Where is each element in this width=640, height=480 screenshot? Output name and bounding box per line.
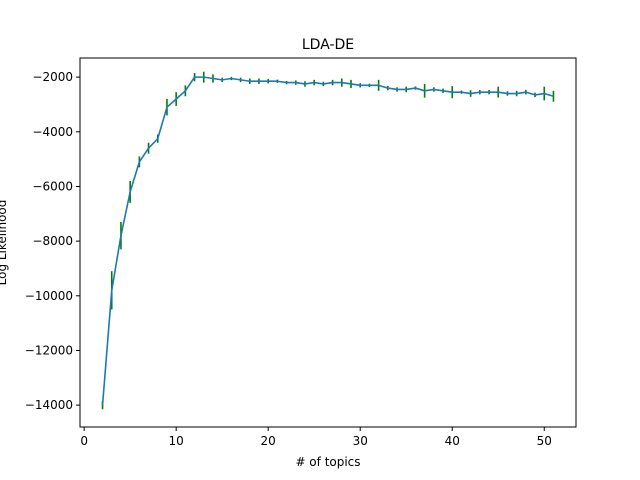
plot-frame bbox=[79, 57, 577, 428]
y-tick-label: −2000 bbox=[32, 70, 73, 84]
y-tick-label: −14000 bbox=[25, 398, 73, 412]
y-axis-label: Log Likelihood bbox=[0, 200, 9, 286]
y-tick-label: −10000 bbox=[25, 289, 73, 303]
x-tick-label: 0 bbox=[80, 434, 88, 448]
y-tick-label: −4000 bbox=[32, 125, 73, 139]
y-tick-label: −8000 bbox=[32, 234, 73, 248]
y-tick-label: −6000 bbox=[32, 179, 73, 193]
y-tick-label: −12000 bbox=[25, 343, 73, 357]
x-tick-label: 40 bbox=[445, 434, 460, 448]
x-tick-label: 10 bbox=[169, 434, 184, 448]
plot-area: 0 10 20 30 40 50 −14000 −12000 −10000 −8000 −6000 −… bbox=[25, 70, 555, 448]
x-tick-label: 50 bbox=[537, 434, 552, 448]
chart-title: LDA-DE bbox=[302, 37, 354, 53]
x-tick-label: 20 bbox=[261, 434, 276, 448]
series-line bbox=[101, 76, 554, 406]
x-axis-label: # of topics bbox=[295, 455, 360, 469]
x-tick-label: 30 bbox=[353, 434, 368, 448]
